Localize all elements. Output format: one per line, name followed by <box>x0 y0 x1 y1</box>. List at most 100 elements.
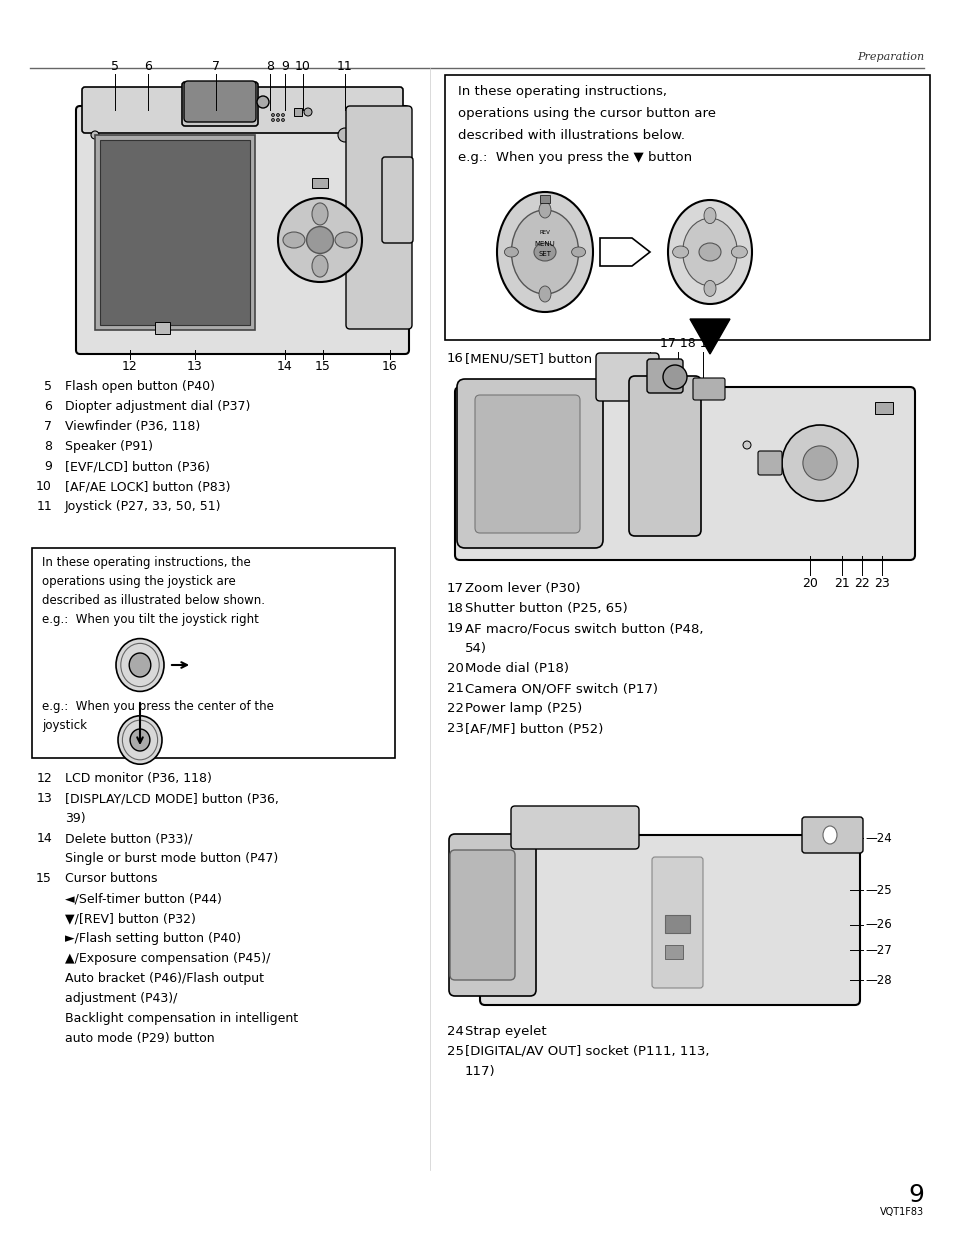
FancyBboxPatch shape <box>381 157 413 243</box>
Text: Zoom lever (P30): Zoom lever (P30) <box>464 582 579 595</box>
Text: Delete button (P33)/: Delete button (P33)/ <box>65 832 193 845</box>
Text: 9: 9 <box>907 1183 923 1207</box>
Text: ◄/Self-timer button (P44): ◄/Self-timer button (P44) <box>65 892 222 905</box>
Text: 19: 19 <box>447 622 463 635</box>
Text: —26: —26 <box>864 919 891 931</box>
FancyBboxPatch shape <box>456 379 602 548</box>
Text: e.g.:  When you press the center of the: e.g.: When you press the center of the <box>42 700 274 713</box>
Text: Preparation: Preparation <box>856 52 923 62</box>
Text: 10: 10 <box>36 480 52 493</box>
Bar <box>294 107 302 116</box>
Bar <box>664 915 689 932</box>
Text: e.g.:  When you press the ▼ button: e.g.: When you press the ▼ button <box>457 151 691 164</box>
Text: 5: 5 <box>111 61 119 73</box>
Text: Viewfinder (P36, 118): Viewfinder (P36, 118) <box>65 420 200 433</box>
Text: 23: 23 <box>873 577 889 590</box>
FancyBboxPatch shape <box>475 395 579 534</box>
Ellipse shape <box>312 203 328 225</box>
Ellipse shape <box>672 246 688 258</box>
FancyBboxPatch shape <box>651 857 702 988</box>
FancyBboxPatch shape <box>692 378 724 400</box>
Text: VQT1F83: VQT1F83 <box>879 1207 923 1216</box>
Text: 8: 8 <box>44 440 52 453</box>
Ellipse shape <box>822 826 836 844</box>
Text: —25: —25 <box>864 883 891 897</box>
Text: Auto bracket (P46)/Flash output: Auto bracket (P46)/Flash output <box>65 972 264 986</box>
Ellipse shape <box>511 210 578 294</box>
Text: 21: 21 <box>833 577 849 590</box>
Text: Power lamp (P25): Power lamp (P25) <box>464 701 581 715</box>
Text: In these operating instructions,: In these operating instructions, <box>457 85 666 98</box>
Bar <box>444 75 929 340</box>
Circle shape <box>276 114 279 116</box>
Text: 12: 12 <box>36 772 52 785</box>
Text: 9: 9 <box>281 61 289 73</box>
Text: 16: 16 <box>382 359 397 373</box>
Text: ►/Flash setting button (P40): ►/Flash setting button (P40) <box>65 932 241 945</box>
Text: 13: 13 <box>187 359 203 373</box>
Ellipse shape <box>129 653 151 677</box>
Text: 10: 10 <box>294 61 311 73</box>
Ellipse shape <box>571 247 585 257</box>
Text: 7: 7 <box>212 61 220 73</box>
Circle shape <box>91 131 99 140</box>
FancyBboxPatch shape <box>758 451 781 475</box>
Circle shape <box>256 96 269 107</box>
Text: described as illustrated below shown.: described as illustrated below shown. <box>42 594 265 606</box>
FancyBboxPatch shape <box>479 835 859 1005</box>
Ellipse shape <box>731 246 746 258</box>
Circle shape <box>304 107 312 116</box>
FancyBboxPatch shape <box>182 82 257 126</box>
Text: In these operating instructions, the: In these operating instructions, the <box>42 556 251 569</box>
Circle shape <box>272 119 274 121</box>
Text: 13: 13 <box>36 792 52 805</box>
Bar <box>100 140 250 325</box>
Bar <box>539 195 550 203</box>
FancyBboxPatch shape <box>76 106 409 354</box>
Text: 16: 16 <box>447 352 463 366</box>
Text: —28: —28 <box>864 973 891 987</box>
Text: 17: 17 <box>447 582 463 595</box>
Circle shape <box>802 446 836 480</box>
FancyBboxPatch shape <box>455 387 914 559</box>
Bar <box>874 403 892 414</box>
Text: [AF/AE LOCK] button (P83): [AF/AE LOCK] button (P83) <box>65 480 231 493</box>
Text: 7: 7 <box>44 420 52 433</box>
FancyBboxPatch shape <box>646 359 682 393</box>
Bar <box>664 945 682 960</box>
Text: described with illustrations below.: described with illustrations below. <box>457 128 684 142</box>
Circle shape <box>281 119 284 121</box>
Text: 8: 8 <box>266 61 274 73</box>
Text: 18: 18 <box>447 601 463 615</box>
Text: [DIGITAL/AV OUT] socket (P111, 113,: [DIGITAL/AV OUT] socket (P111, 113, <box>464 1045 709 1058</box>
Ellipse shape <box>703 280 716 296</box>
Text: 5: 5 <box>44 380 52 393</box>
Text: Shutter button (P25, 65): Shutter button (P25, 65) <box>464 601 627 615</box>
Text: joystick: joystick <box>42 719 87 732</box>
Text: 15: 15 <box>36 872 52 885</box>
Text: 6: 6 <box>44 400 52 412</box>
Text: 24: 24 <box>447 1025 463 1037</box>
Ellipse shape <box>538 287 551 303</box>
Text: SET: SET <box>537 251 551 257</box>
Text: 21: 21 <box>447 682 463 695</box>
Text: 14: 14 <box>276 359 293 373</box>
Text: 6: 6 <box>144 61 152 73</box>
Text: 15: 15 <box>314 359 331 373</box>
FancyBboxPatch shape <box>596 353 659 401</box>
Text: 17 18 19: 17 18 19 <box>659 337 715 350</box>
Ellipse shape <box>116 638 164 692</box>
Circle shape <box>662 366 686 389</box>
Text: operations using the joystick are: operations using the joystick are <box>42 576 235 588</box>
Ellipse shape <box>534 243 556 261</box>
Text: Flash open button (P40): Flash open button (P40) <box>65 380 214 393</box>
FancyBboxPatch shape <box>184 82 255 122</box>
Text: MENU: MENU <box>534 241 555 247</box>
Ellipse shape <box>699 243 720 261</box>
Text: 39): 39) <box>65 811 86 825</box>
Text: 11: 11 <box>336 61 353 73</box>
Text: 12: 12 <box>122 359 138 373</box>
Text: auto mode (P29) button: auto mode (P29) button <box>65 1032 214 1045</box>
FancyBboxPatch shape <box>628 375 700 536</box>
Ellipse shape <box>312 256 328 277</box>
